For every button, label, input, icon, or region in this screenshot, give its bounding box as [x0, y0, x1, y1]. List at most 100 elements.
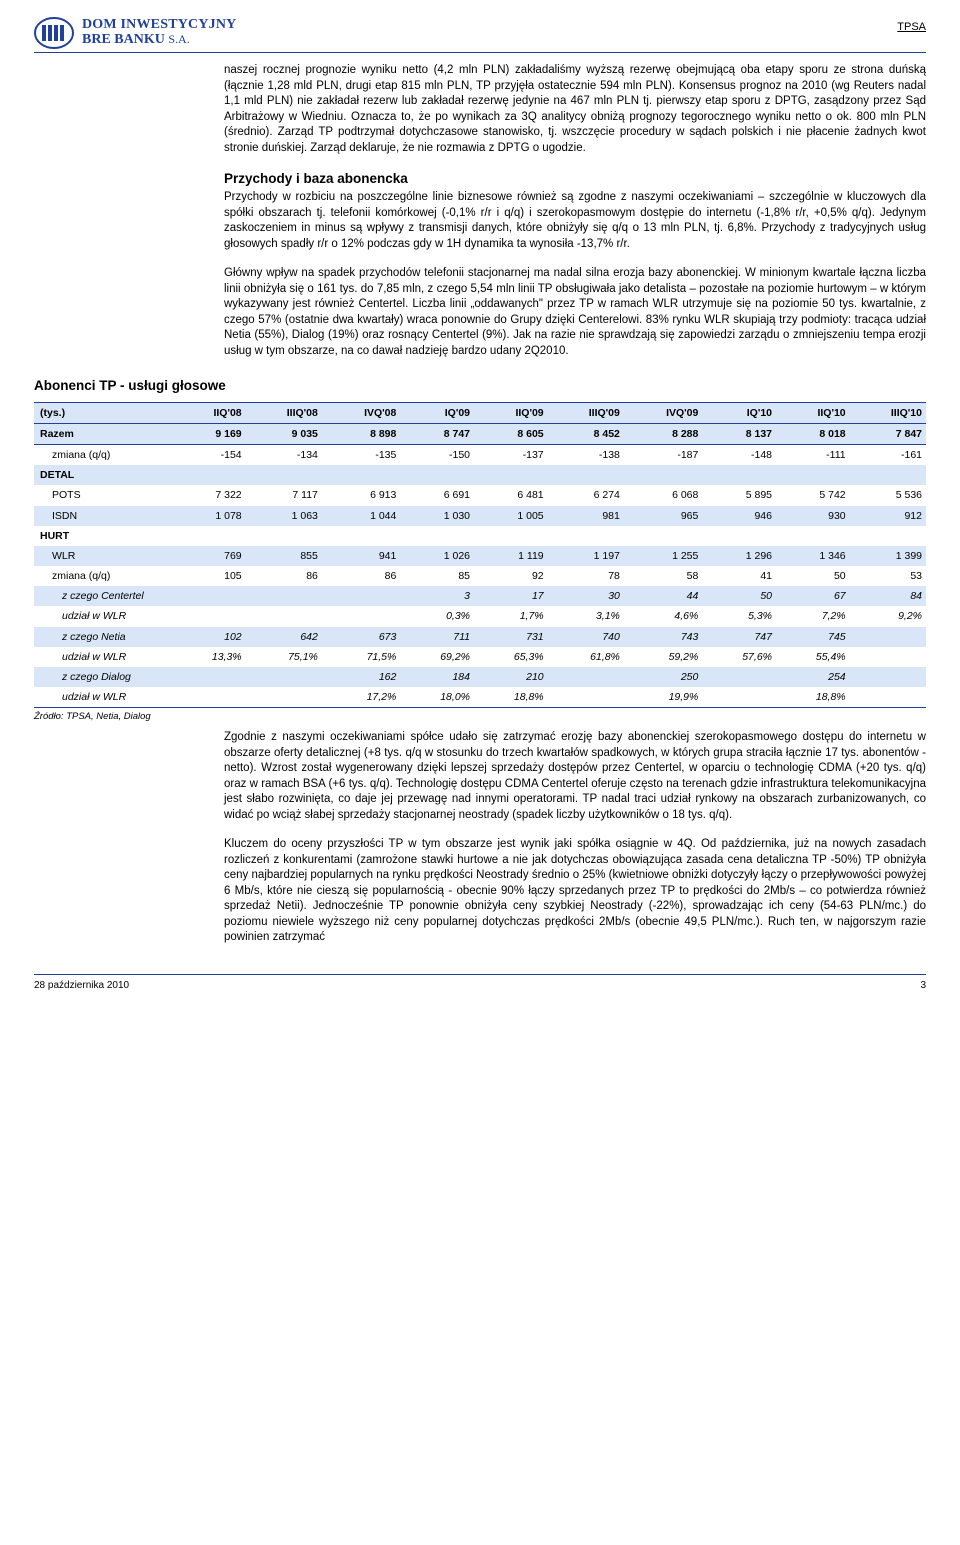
cell: 7 322: [172, 485, 246, 505]
logo-line2b: S.A.: [168, 32, 189, 46]
cell: 642: [246, 627, 322, 647]
cell: -138: [548, 445, 624, 466]
row-label: zmiana (q/q): [34, 566, 172, 586]
cell: -134: [246, 445, 322, 466]
table-row: zmiana (q/q)-154-134-135-150-137-138-187…: [34, 445, 926, 466]
cell: 1,7%: [474, 606, 548, 626]
cell: 13,3%: [172, 647, 246, 667]
cell: 85: [400, 566, 474, 586]
table-row: POTS7 3227 1176 9136 6916 4816 2746 0685…: [34, 485, 926, 505]
table-col-header: IIIQ'10: [850, 402, 926, 423]
cell: 67: [776, 586, 850, 606]
cell: 19,9%: [624, 687, 702, 708]
cell: 1 063: [246, 506, 322, 526]
cell: 1 346: [776, 546, 850, 566]
cell: 7,2%: [776, 606, 850, 626]
cell: 745: [776, 627, 850, 647]
cell: 6 691: [400, 485, 474, 505]
cell: [548, 687, 624, 708]
logo: DOM INWESTYCYJNY BRE BANKU S.A.: [34, 16, 237, 50]
cell: 6 068: [624, 485, 702, 505]
cell: 84: [850, 586, 926, 606]
cell: 55,4%: [776, 647, 850, 667]
table-col-header: IQ'09: [400, 402, 474, 423]
table-header-row: (tys.)IIQ'08IIIQ'08IVQ'08IQ'09IIQ'09IIIQ…: [34, 402, 926, 423]
cell: [850, 667, 926, 687]
cell: 1 197: [548, 546, 624, 566]
cell: 1 044: [322, 506, 400, 526]
cell: [850, 687, 926, 708]
cell: [322, 526, 400, 546]
cell: 8 605: [474, 423, 548, 444]
cell: 9 035: [246, 423, 322, 444]
table-row: udział w WLR13,3%75,1%71,5%69,2%65,3%61,…: [34, 647, 926, 667]
row-label: z czego Netia: [34, 627, 172, 647]
row-label: udział w WLR: [34, 606, 172, 626]
cell: 8 898: [322, 423, 400, 444]
table-row: z czego Dialog162184210250254: [34, 667, 926, 687]
cell: -111: [776, 445, 850, 466]
table-col-header: IIQ'08: [172, 402, 246, 423]
table-row: udział w WLR0,3%1,7%3,1%4,6%5,3%7,2%9,2%: [34, 606, 926, 626]
cell: 5 742: [776, 485, 850, 505]
cell: 17,2%: [322, 687, 400, 708]
cell: 4,6%: [624, 606, 702, 626]
cell: [172, 526, 246, 546]
cell: 3,1%: [548, 606, 624, 626]
cell: [624, 526, 702, 546]
section-title: Przychody i baza abonencka: [224, 170, 926, 188]
cell: [172, 465, 246, 485]
cell: 17: [474, 586, 548, 606]
cell: 58: [624, 566, 702, 586]
cell: 30: [548, 586, 624, 606]
cell: 673: [322, 627, 400, 647]
table-col-header: IQ'10: [702, 402, 776, 423]
cell: [246, 526, 322, 546]
cell: [474, 465, 548, 485]
row-label: ISDN: [34, 506, 172, 526]
cell: 930: [776, 506, 850, 526]
cell: 981: [548, 506, 624, 526]
cell: 3: [400, 586, 474, 606]
footer-page-number: 3: [920, 979, 926, 993]
paragraph-4: Zgodnie z naszymi oczekiwaniami spółce u…: [224, 730, 926, 823]
cell: 18,0%: [400, 687, 474, 708]
cell: [850, 647, 926, 667]
row-label: udział w WLR: [34, 687, 172, 708]
cell: 59,2%: [624, 647, 702, 667]
cell: 6 913: [322, 485, 400, 505]
cell: 912: [850, 506, 926, 526]
cell: -161: [850, 445, 926, 466]
cell: 1 030: [400, 506, 474, 526]
cell: 5 895: [702, 485, 776, 505]
table-source: Źródło: TPSA, Netia, Dialog: [34, 711, 926, 724]
cell: 50: [776, 566, 850, 586]
cell: [322, 606, 400, 626]
cell: 86: [322, 566, 400, 586]
table-col-header: IVQ'08: [322, 402, 400, 423]
cell: 1 119: [474, 546, 548, 566]
paragraph-1: naszej rocznej prognozie wyniku netto (4…: [224, 63, 926, 156]
cell: 855: [246, 546, 322, 566]
cell: 5 536: [850, 485, 926, 505]
cell: 78: [548, 566, 624, 586]
table-col-header: (tys.): [34, 402, 172, 423]
cell: 1 399: [850, 546, 926, 566]
cell: 0,3%: [400, 606, 474, 626]
row-label: Razem: [34, 423, 172, 444]
page-header: DOM INWESTYCYJNY BRE BANKU S.A. TPSA: [34, 16, 926, 53]
cell: 1 026: [400, 546, 474, 566]
cell: [246, 606, 322, 626]
cell: [850, 526, 926, 546]
cell: 8 452: [548, 423, 624, 444]
table-col-header: IIIQ'09: [548, 402, 624, 423]
table-row: HURT: [34, 526, 926, 546]
cell: 740: [548, 627, 624, 647]
cell: [702, 526, 776, 546]
cell: [776, 526, 850, 546]
table-col-header: IIIQ'08: [246, 402, 322, 423]
table-row: Razem9 1699 0358 8988 7478 6058 4528 288…: [34, 423, 926, 444]
row-label: udział w WLR: [34, 647, 172, 667]
cell: [172, 687, 246, 708]
cell: 44: [624, 586, 702, 606]
